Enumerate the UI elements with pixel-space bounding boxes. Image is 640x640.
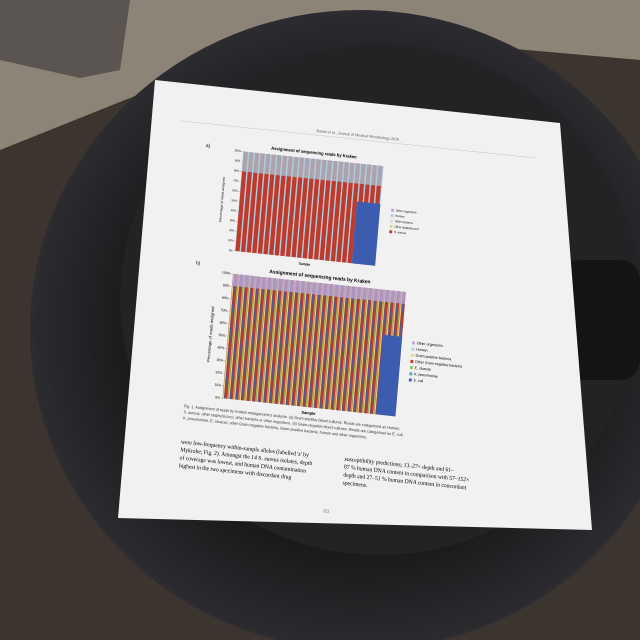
y-tick-label: 50% [231,198,237,203]
legend-label: Other organisms [417,341,444,348]
chart-a-blue [351,201,381,266]
y-tick-label: 0% [229,248,234,253]
y-tick-label: 70% [221,308,228,313]
chart-a-top [241,151,384,187]
page-number: 352 [323,508,330,514]
y-axis-label: Percentage of reads assigned [218,177,226,222]
y-tick-label: 100% [234,148,242,153]
chart-b-blue [376,334,403,417]
cabinet [0,0,130,78]
y-axis-label: Percentage of reads assigned [206,306,215,362]
chart-b-bars [222,273,406,417]
y-tick-label: 40% [231,208,237,213]
legend-label: Gram-positive bacteria [415,354,452,362]
chart-b-top [231,273,406,304]
legend-swatch [389,230,393,234]
y-tick-label: 30% [230,218,236,223]
y-tick-label: 50% [218,333,225,338]
legend-label: Other staphylococci [394,224,419,231]
y-tick-label: 90% [223,283,230,288]
legend-label: K. pneumoniae [414,372,438,379]
legend-swatch [410,359,414,364]
y-tick-label: 60% [232,188,238,193]
y-tick-label: 100% [222,271,231,276]
legend-label: S. aureus [394,230,407,235]
legend-label: E. cloacae [414,366,431,372]
legend-swatch [410,353,414,357]
armrest [560,260,640,380]
legend-label: Other bacteria [395,219,413,225]
legend-label: E. coli [413,378,423,383]
body-right-line: specimens. [342,480,368,489]
y-tick-label: 30% [216,358,223,363]
header-rule [179,120,536,159]
panel-label: a) [206,143,211,150]
legend-label: Human [416,347,428,352]
legend-label: Other Gram-negative bacteria [415,360,463,369]
document: Bowie et al., Journal of Medical Microbi… [179,120,536,514]
y-tick-label: 90% [235,158,241,163]
y-tick-label: 80% [234,168,240,173]
legend-swatch [409,372,413,376]
x-axis-label: Sample [299,262,311,267]
y-tick-label: 70% [233,178,239,183]
legend-swatch [411,347,415,351]
panel-label: b) [196,260,201,267]
y-tick-label: 60% [220,321,227,326]
y-tick-label: 0% [215,395,220,400]
legend-swatch [390,219,394,223]
legend-label: Human [395,214,405,219]
y-tick-label: 20% [215,370,222,375]
legend-swatch [408,378,412,382]
y-tick-label: 20% [229,228,235,233]
y-tick-label: 10% [228,238,234,243]
legend-label: Other organisms [396,208,417,214]
legend-swatch [390,214,394,218]
legend-swatch [411,341,415,345]
y-tick-label: 40% [217,345,224,350]
y-tick-label: 80% [222,296,229,301]
legend-swatch [389,224,393,229]
y-tick-label: 10% [214,383,221,388]
legend-swatch [409,366,413,370]
legend-swatch [391,208,395,212]
x-axis-label: Sample [301,410,316,417]
